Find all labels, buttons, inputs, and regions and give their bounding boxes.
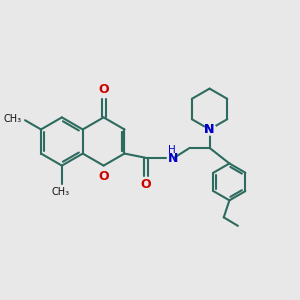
Text: N: N bbox=[204, 123, 215, 136]
Text: H: H bbox=[168, 145, 175, 155]
Text: N: N bbox=[204, 123, 215, 136]
Text: O: O bbox=[140, 178, 151, 191]
Text: O: O bbox=[98, 170, 109, 183]
Text: O: O bbox=[98, 83, 109, 96]
Text: CH₃: CH₃ bbox=[51, 188, 70, 197]
Text: CH₃: CH₃ bbox=[4, 114, 22, 124]
Text: N: N bbox=[168, 152, 178, 165]
